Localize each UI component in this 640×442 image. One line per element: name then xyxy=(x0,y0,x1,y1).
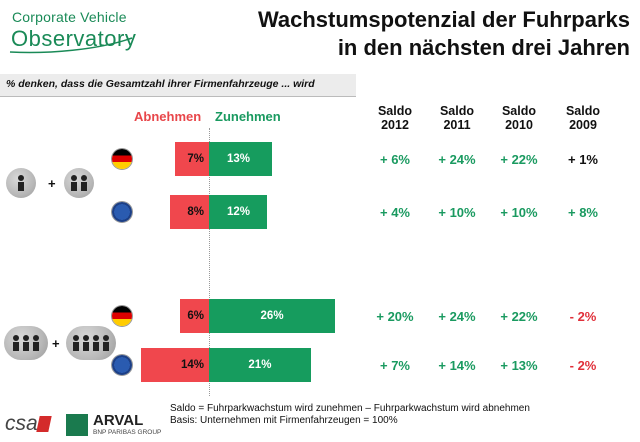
saldo-value: + 22% xyxy=(500,152,538,167)
csa-logo: csa xyxy=(5,412,38,435)
eu-flag-icon xyxy=(112,202,132,222)
decrease-bar: 7% xyxy=(175,142,209,176)
saldo-year: 2009 xyxy=(569,118,597,132)
saldo-label: Saldo xyxy=(501,104,537,118)
three-persons-icon xyxy=(13,335,39,351)
increase-bar: 26% xyxy=(209,299,336,333)
four-persons-icon xyxy=(73,335,109,351)
saldo-value: + 24% xyxy=(438,152,476,167)
footnote-line-1: Saldo = Fuhrparkwachstum wird zunehmen –… xyxy=(170,403,530,414)
footnote: Saldo = Fuhrparkwachstum wird zunehmen –… xyxy=(170,403,530,427)
saldo-value: + 14% xyxy=(438,358,476,373)
person-group-icon xyxy=(6,168,36,198)
zero-axis-line xyxy=(209,128,210,396)
arval-logo-mark-icon xyxy=(66,414,88,436)
saldo-value: + 8% xyxy=(568,205,598,220)
logo-line-1: Corporate Vehicle xyxy=(12,9,127,25)
saldo-year: 2010 xyxy=(505,118,533,132)
decrease-bar: 14% xyxy=(141,348,209,382)
eu-flag-icon xyxy=(112,355,132,375)
person-group-icon xyxy=(66,326,116,360)
person-group-icon xyxy=(64,168,94,198)
saldo-header-2010: Saldo 2010 xyxy=(494,104,544,132)
saldo-value: + 10% xyxy=(438,205,476,220)
saldo-header-2011: Saldo 2011 xyxy=(432,104,482,132)
csa-logo-mark-icon xyxy=(36,416,52,432)
question-text: % denken, dass die Gesamtzahl ihrer Firm… xyxy=(6,78,315,90)
saldo-value: + 13% xyxy=(500,358,538,373)
two-persons-icon xyxy=(71,175,87,191)
saldo-header-2009: Saldo 2009 xyxy=(558,104,608,132)
germany-flag-icon xyxy=(112,306,132,326)
title-line-1: Wachstumspotenzial der Fuhrparks xyxy=(257,7,630,32)
single-person-icon xyxy=(18,175,24,191)
saldo-label: Saldo xyxy=(439,104,475,118)
arval-name: ARVAL xyxy=(93,412,144,429)
saldo-value: - 2% xyxy=(569,309,597,324)
increase-bar: 12% xyxy=(209,195,268,229)
saldo-year: 2011 xyxy=(443,118,471,132)
increase-bar: 13% xyxy=(209,142,273,176)
saldo-value: + 20% xyxy=(376,309,414,324)
saldo-header-2012: Saldo 2012 xyxy=(370,104,420,132)
decrease-bar: 8% xyxy=(170,195,209,229)
saldo-value: + 22% xyxy=(500,309,538,324)
saldo-year: 2012 xyxy=(381,118,409,132)
corporate-vehicle-observatory-logo: Corporate Vehicle Observatory xyxy=(8,8,136,54)
question-banner: % denken, dass die Gesamtzahl ihrer Firm… xyxy=(0,74,356,97)
person-group-icon xyxy=(4,326,48,360)
germany-flag-icon xyxy=(112,149,132,169)
plus-sign: + xyxy=(48,176,56,191)
decrease-bar: 6% xyxy=(179,299,209,333)
logo-swoosh-icon xyxy=(9,37,133,54)
plus-sign: + xyxy=(52,336,60,351)
saldo-value: + 10% xyxy=(500,205,538,220)
increase-header: Zunehmen xyxy=(215,109,281,124)
saldo-label: Saldo xyxy=(377,104,413,118)
saldo-value: + 1% xyxy=(568,152,598,167)
increase-bar: 21% xyxy=(209,348,311,382)
arval-subtitle: BNP PARIBAS GROUP xyxy=(93,429,162,436)
saldo-label: Saldo xyxy=(565,104,601,118)
saldo-value: + 24% xyxy=(438,309,476,324)
decrease-header: Abnehmen xyxy=(134,109,202,124)
saldo-value: + 6% xyxy=(380,152,410,167)
page-title: Wachstumspotenzial der Fuhrparks in den … xyxy=(258,6,630,62)
saldo-value: - 2% xyxy=(569,358,597,373)
title-line-2: in den nächsten drei Jahren xyxy=(337,35,630,60)
footnote-line-2: Basis: Unternehmen mit Firmenfahrzeugen … xyxy=(170,415,398,426)
saldo-value: + 7% xyxy=(380,358,410,373)
saldo-value: + 4% xyxy=(380,205,410,220)
logo-line-2: Observatory xyxy=(11,26,137,51)
